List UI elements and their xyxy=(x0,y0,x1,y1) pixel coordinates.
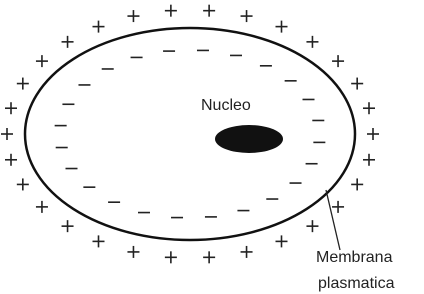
charges xyxy=(1,5,379,264)
nucleus-label: Nucleo xyxy=(201,97,251,114)
cell-membrane xyxy=(25,28,355,240)
diagram: Nucleo Membrana plasmatica xyxy=(0,0,424,294)
membrane-label: Membrana xyxy=(316,249,393,266)
nucleus xyxy=(215,125,283,153)
leader-line xyxy=(326,190,340,250)
membrane-label: plasmatica xyxy=(318,275,395,292)
